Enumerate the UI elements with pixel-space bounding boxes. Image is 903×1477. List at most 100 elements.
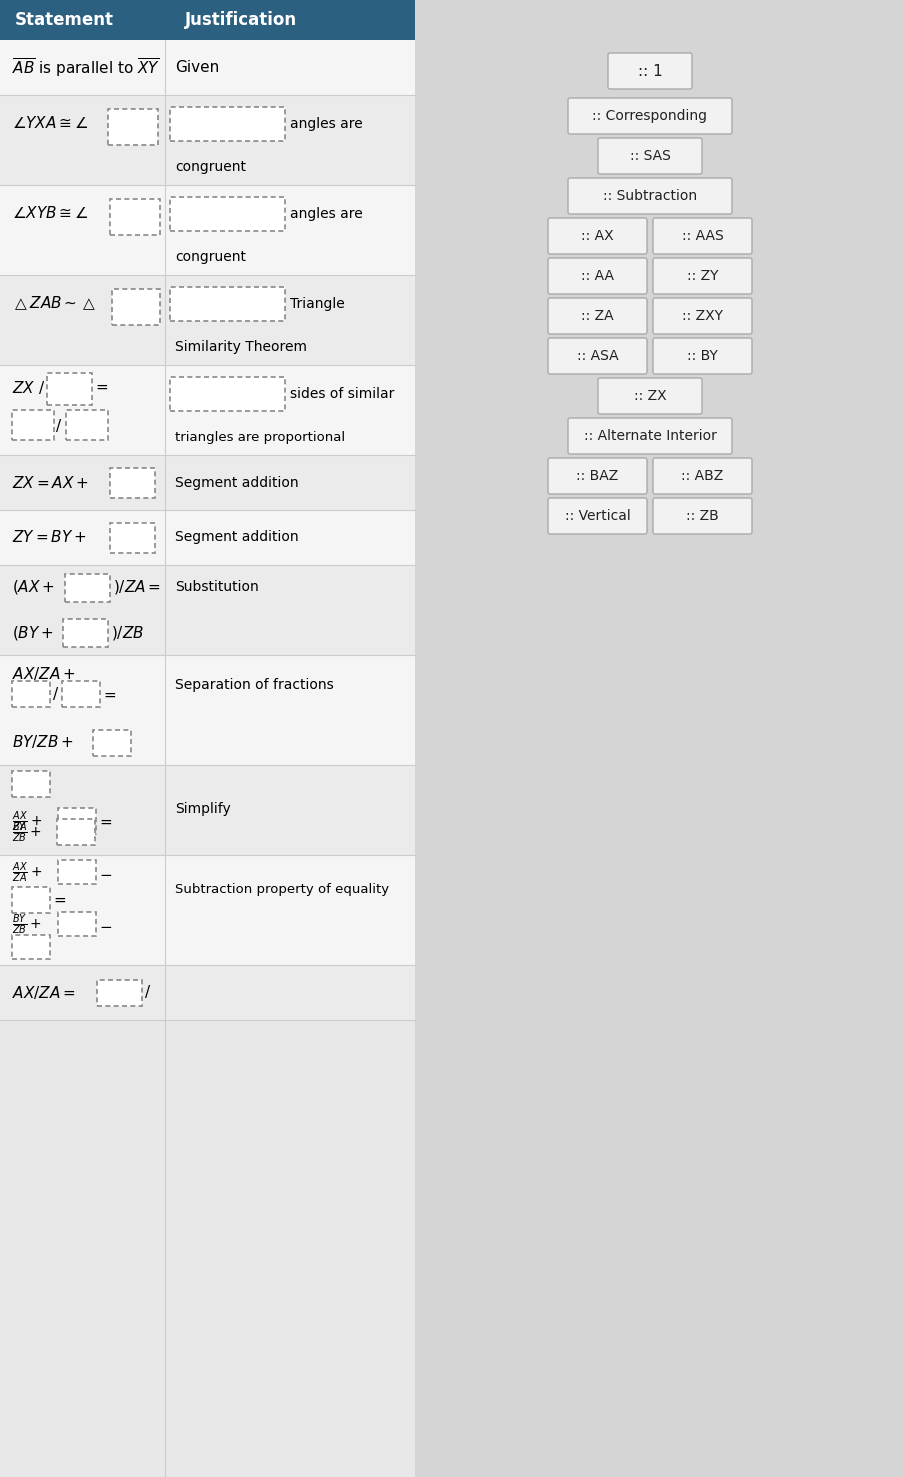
Text: :: AAS: :: AAS — [681, 229, 722, 244]
Bar — [0, 40, 414, 95]
Bar — [0, 510, 414, 566]
Text: $(BY +$: $(BY +$ — [12, 623, 54, 642]
Text: :: ZXY: :: ZXY — [681, 309, 722, 323]
FancyBboxPatch shape — [652, 258, 751, 294]
Bar — [63, 619, 107, 647]
Text: triangles are proportional: triangles are proportional — [175, 430, 345, 443]
Text: :: Corresponding: :: Corresponding — [591, 109, 707, 123]
Text: Justification: Justification — [185, 10, 297, 30]
FancyBboxPatch shape — [652, 458, 751, 493]
Bar — [0, 185, 414, 275]
Text: angles are: angles are — [290, 207, 362, 222]
FancyBboxPatch shape — [547, 498, 647, 535]
Text: $\triangle ZAB \sim \triangle$: $\triangle ZAB \sim \triangle$ — [12, 294, 97, 312]
Bar — [0, 566, 414, 654]
Text: $)/ZB$: $)/ZB$ — [111, 623, 144, 642]
Text: Similarity Theorem: Similarity Theorem — [175, 340, 307, 354]
FancyBboxPatch shape — [547, 338, 647, 374]
Bar — [12, 681, 50, 707]
Text: :: ZB: :: ZB — [685, 510, 718, 523]
Bar — [170, 287, 284, 321]
Bar — [0, 275, 414, 365]
Bar — [0, 855, 414, 964]
Bar — [170, 196, 284, 230]
Text: $\frac{AX}{ZA} +$: $\frac{AX}{ZA} +$ — [12, 861, 42, 885]
Bar — [12, 771, 50, 798]
FancyBboxPatch shape — [652, 498, 751, 535]
Bar — [0, 365, 414, 455]
Text: Triangle: Triangle — [290, 297, 344, 312]
Text: :: ZY: :: ZY — [686, 269, 718, 284]
Bar — [0, 95, 414, 185]
Text: =: = — [95, 380, 107, 394]
Text: /: / — [56, 419, 61, 434]
Text: :: Subtraction: :: Subtraction — [602, 189, 696, 202]
Bar — [62, 681, 100, 707]
FancyBboxPatch shape — [547, 219, 647, 254]
Text: Statement: Statement — [15, 10, 114, 30]
Text: $-$: $-$ — [99, 866, 112, 880]
Text: angles are: angles are — [290, 117, 362, 131]
FancyBboxPatch shape — [567, 418, 731, 453]
Bar — [170, 377, 284, 411]
Text: $\overline{AB}$ is parallel to $\overline{XY}$: $\overline{AB}$ is parallel to $\overlin… — [12, 56, 160, 78]
Bar — [58, 860, 96, 885]
Bar — [0, 964, 414, 1021]
Bar — [12, 411, 54, 440]
Text: :: ABZ: :: ABZ — [681, 470, 722, 483]
FancyBboxPatch shape — [547, 298, 647, 334]
Text: =: = — [99, 814, 112, 830]
Text: $ZX = AX +$: $ZX = AX +$ — [12, 474, 88, 490]
Text: $\angle YXA \cong \angle$: $\angle YXA \cong \angle$ — [12, 115, 88, 131]
Bar — [57, 820, 95, 845]
Text: :: ASA: :: ASA — [576, 349, 618, 363]
Text: $\frac{BY}{ZB} +$: $\frac{BY}{ZB} +$ — [12, 821, 42, 845]
Text: Segment addition: Segment addition — [175, 476, 298, 489]
Text: Substitution: Substitution — [175, 580, 258, 594]
Text: :: AA: :: AA — [581, 269, 613, 284]
Bar — [0, 0, 414, 40]
Text: Segment addition: Segment addition — [175, 530, 298, 545]
Bar — [0, 0, 414, 1477]
Text: $\frac{BY}{ZB} +$: $\frac{BY}{ZB} +$ — [12, 913, 42, 938]
Text: =: = — [53, 892, 66, 907]
Text: :: Vertical: :: Vertical — [564, 510, 629, 523]
Text: Subtraction property of equality: Subtraction property of equality — [175, 883, 388, 897]
Text: $AX/ZA =$: $AX/ZA =$ — [12, 984, 76, 1001]
Bar — [12, 935, 50, 959]
Bar — [110, 523, 154, 552]
Text: Simplify: Simplify — [175, 802, 230, 815]
Text: /: / — [53, 687, 58, 703]
Bar — [112, 289, 160, 325]
Text: congruent: congruent — [175, 160, 246, 174]
Bar — [58, 911, 96, 936]
Text: sides of similar: sides of similar — [290, 387, 394, 400]
Bar — [0, 455, 414, 510]
Text: Separation of fractions: Separation of fractions — [175, 678, 333, 693]
FancyBboxPatch shape — [652, 219, 751, 254]
Text: $\angle XYB \cong \angle$: $\angle XYB \cong \angle$ — [12, 205, 88, 222]
Text: $-$: $-$ — [99, 917, 112, 932]
Bar — [170, 106, 284, 140]
Text: $ZX$ /: $ZX$ / — [12, 378, 45, 396]
Bar — [110, 468, 154, 498]
Text: :: 1: :: 1 — [637, 64, 662, 78]
FancyBboxPatch shape — [652, 338, 751, 374]
FancyBboxPatch shape — [547, 258, 647, 294]
Text: :: Alternate Interior: :: Alternate Interior — [583, 428, 716, 443]
Text: $BY/ZB +$: $BY/ZB +$ — [12, 733, 74, 749]
FancyBboxPatch shape — [598, 137, 702, 174]
Text: :: BAZ: :: BAZ — [576, 470, 618, 483]
FancyBboxPatch shape — [608, 53, 691, 89]
Text: :: SAS: :: SAS — [628, 149, 670, 162]
FancyBboxPatch shape — [567, 179, 731, 214]
FancyBboxPatch shape — [598, 378, 702, 414]
Text: Given: Given — [175, 61, 219, 75]
Bar — [47, 374, 92, 405]
Bar — [66, 411, 107, 440]
Bar — [12, 888, 50, 913]
Bar — [93, 730, 131, 756]
Bar — [414, 0, 903, 1477]
FancyBboxPatch shape — [547, 458, 647, 493]
Bar — [107, 109, 158, 145]
